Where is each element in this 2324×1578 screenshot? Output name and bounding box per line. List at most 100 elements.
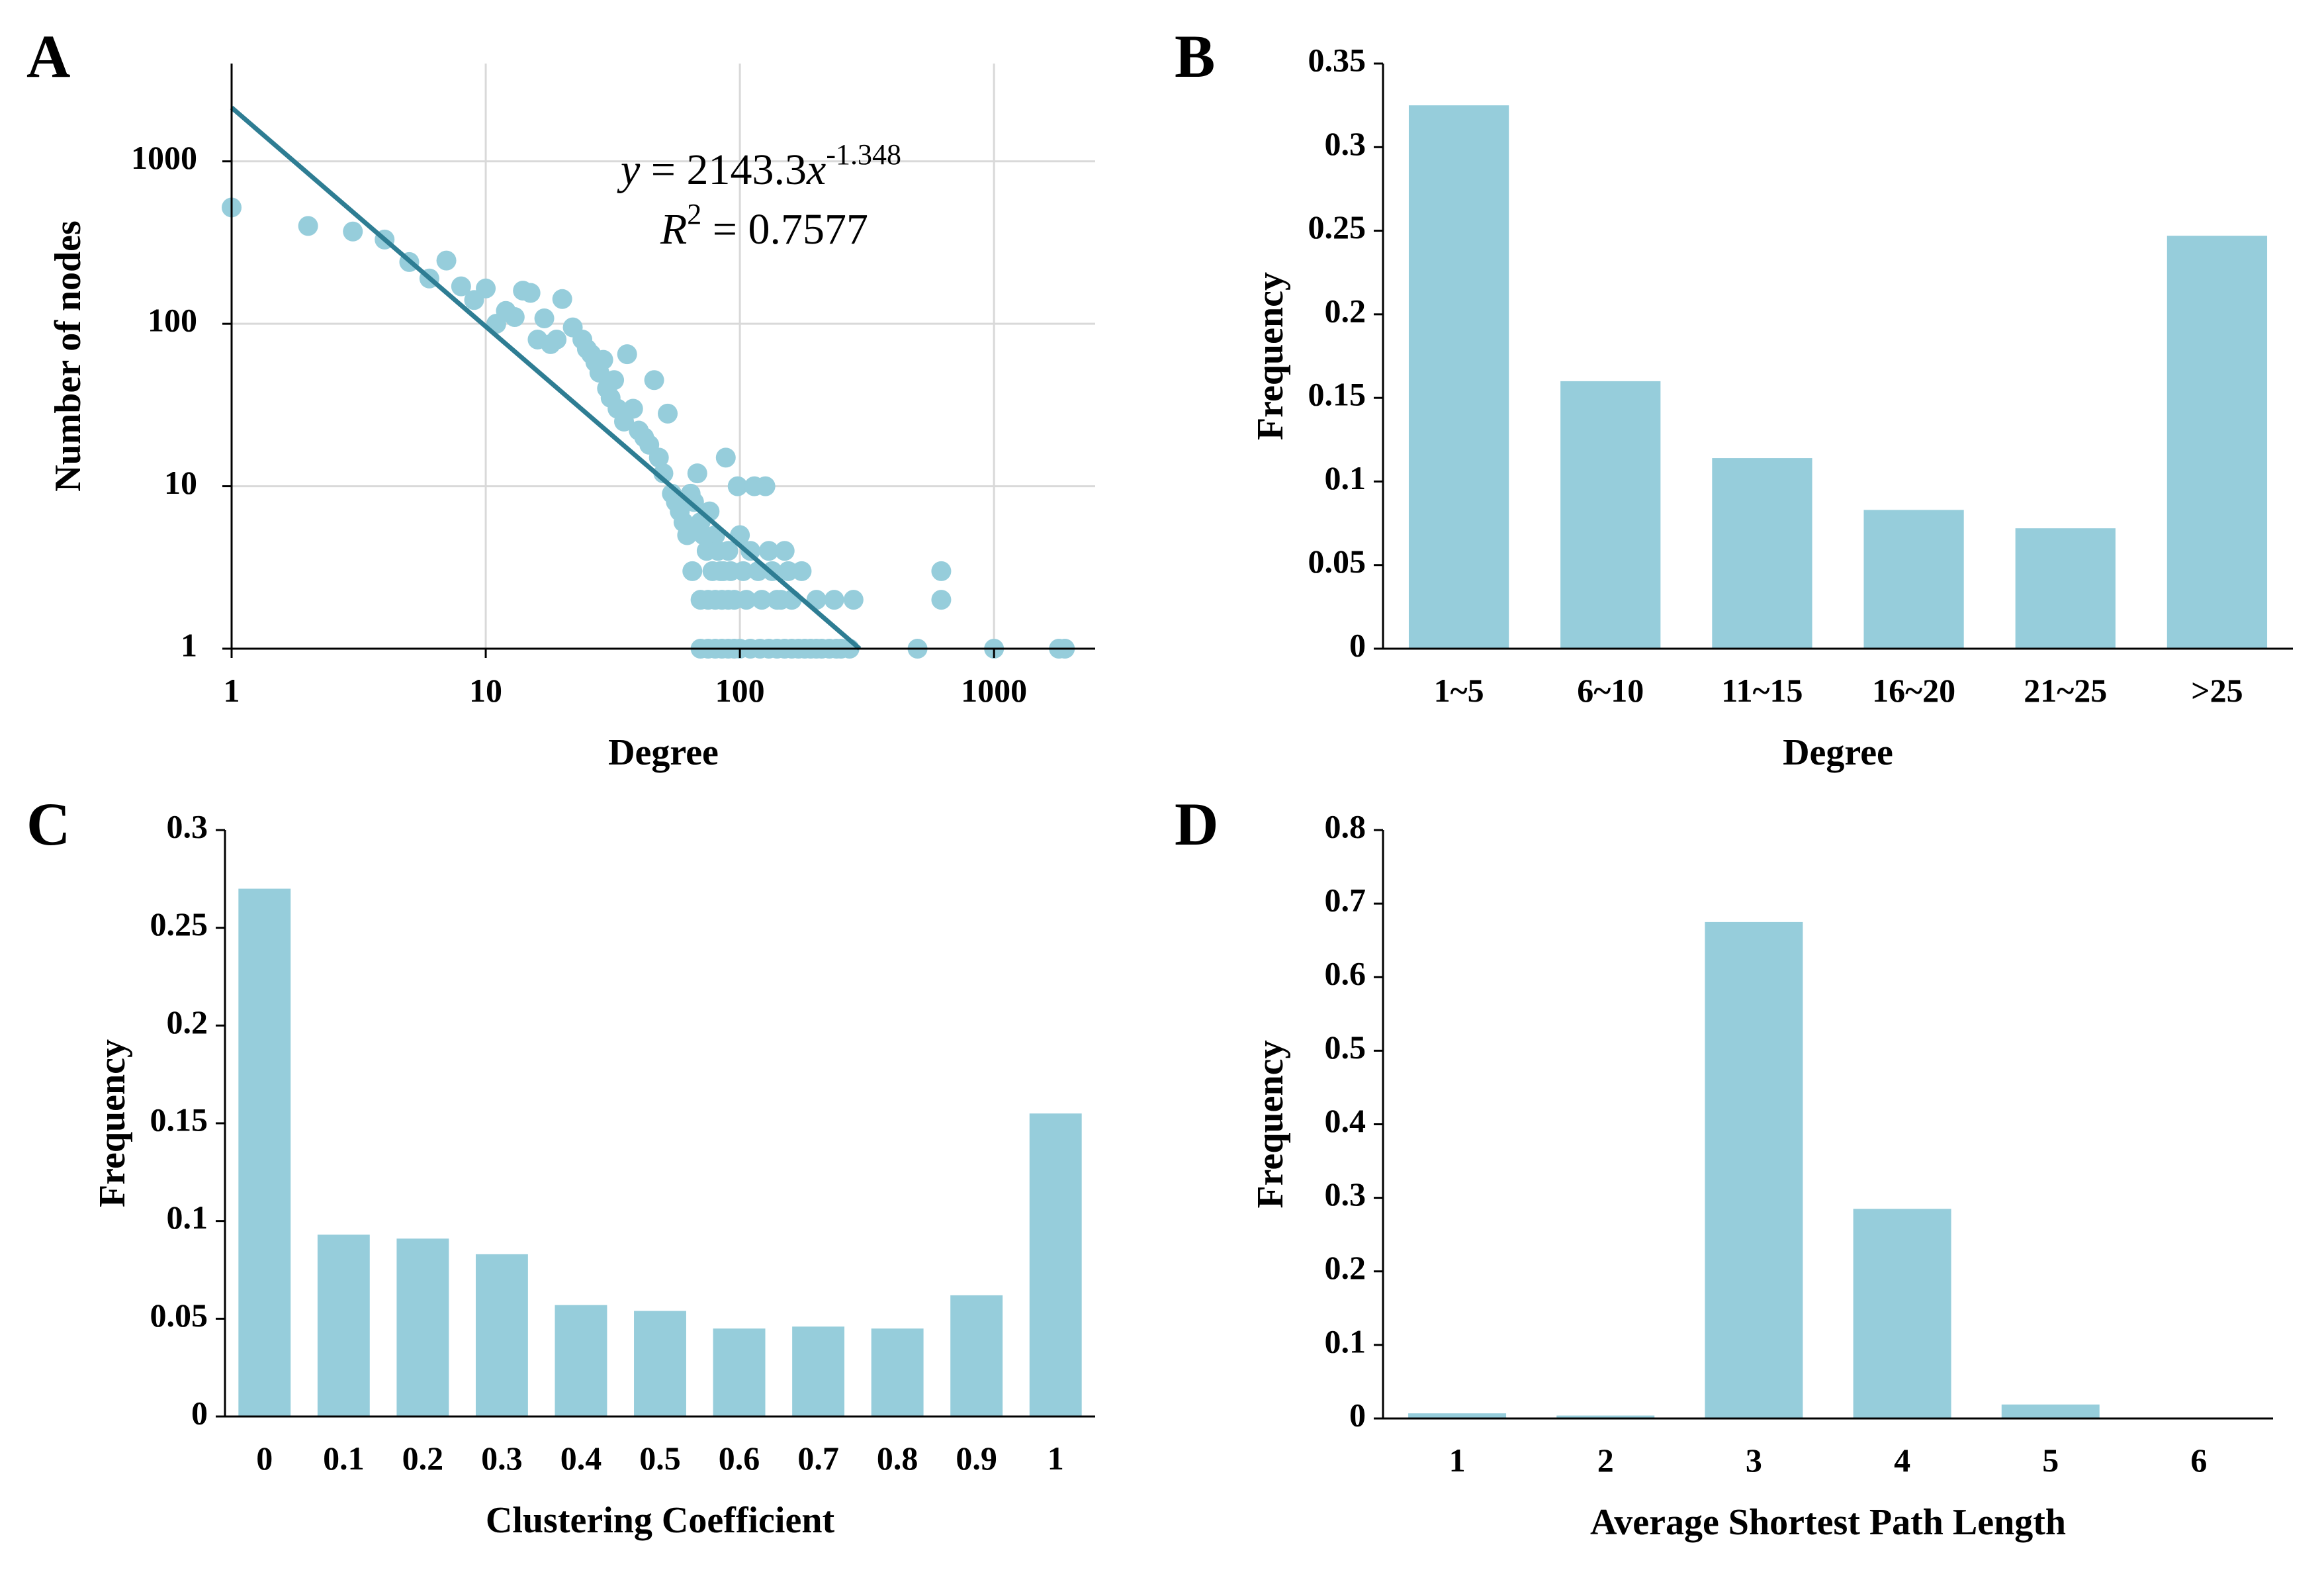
r-squared-label: R2 = 0.7577 bbox=[660, 198, 868, 254]
x-tick-label: 1000 bbox=[961, 672, 1027, 709]
bar-1 bbox=[1408, 1413, 1507, 1418]
equation-exponent: -1.348 bbox=[826, 138, 901, 171]
x-tick-label: 2 bbox=[1597, 1442, 1614, 1479]
y-tick-label: 0.4 bbox=[1325, 1102, 1366, 1139]
panel-a-degree-scatter: A 1 10 100 1000 1 10 100 1000 Degree Number of nod… bbox=[26, 23, 1095, 773]
data-point bbox=[718, 590, 738, 610]
equation-y-symbol: y bbox=[617, 146, 641, 194]
x-tick-label: 0 bbox=[256, 1440, 273, 1477]
y-tick-label: 0.1 bbox=[1325, 1323, 1366, 1360]
bar-2125 bbox=[2015, 528, 2116, 649]
x-tick-label: 1 bbox=[1048, 1440, 1064, 1477]
data-point bbox=[687, 463, 707, 484]
equation-coefficient: = 2143.3 bbox=[640, 146, 807, 194]
x-tick-label: 100 bbox=[715, 672, 765, 709]
x-axis-title: Degree bbox=[608, 732, 719, 773]
data-point bbox=[547, 329, 567, 349]
panel-letter: B bbox=[1175, 23, 1215, 90]
x-tick-label: >25 bbox=[2191, 672, 2243, 709]
x-tick-label: 3 bbox=[1746, 1442, 1762, 1479]
y-tick-label: 0 bbox=[1349, 626, 1366, 663]
y-tick-label: 0.1 bbox=[1325, 459, 1366, 496]
x-tick-label: 0.8 bbox=[877, 1440, 918, 1477]
y-tick-label: 0.25 bbox=[1308, 209, 1366, 246]
data-point bbox=[623, 398, 643, 419]
y-tick-label: 0 bbox=[1349, 1396, 1366, 1433]
data-point bbox=[715, 447, 736, 468]
panel-letter: D bbox=[1175, 790, 1218, 858]
bar-0.6 bbox=[713, 1328, 766, 1416]
y-tick-label: 0.3 bbox=[167, 808, 208, 845]
y-tick-label: 0.5 bbox=[1325, 1029, 1366, 1066]
bar-0.2 bbox=[396, 1238, 449, 1416]
bar-0.8 bbox=[871, 1328, 924, 1416]
y-tick-label: 0.05 bbox=[150, 1297, 208, 1334]
data-point bbox=[552, 289, 572, 309]
data-point bbox=[476, 278, 496, 299]
bar-0.3 bbox=[475, 1254, 528, 1416]
data-point bbox=[504, 307, 525, 328]
x-tick-label: 0.9 bbox=[956, 1440, 997, 1477]
x-tick-label: 0.5 bbox=[639, 1440, 681, 1477]
data-point bbox=[843, 590, 864, 610]
bar-0 bbox=[238, 888, 291, 1416]
r-squared-value: = 0.7577 bbox=[701, 205, 868, 254]
x-tick-label: 6 bbox=[2190, 1442, 2207, 1479]
data-point bbox=[677, 525, 697, 545]
data-point bbox=[774, 541, 795, 561]
y-tick-label: 0.1 bbox=[167, 1199, 208, 1236]
data-point bbox=[644, 370, 664, 391]
data-point bbox=[682, 561, 703, 581]
bar-0.7 bbox=[792, 1326, 845, 1416]
y-axis-title: Frequency bbox=[92, 1039, 133, 1207]
bar-0.4 bbox=[555, 1305, 607, 1416]
x-tick-label: 1 bbox=[1449, 1442, 1466, 1479]
data-point bbox=[718, 541, 738, 561]
data-point bbox=[684, 492, 704, 512]
data-point bbox=[736, 590, 756, 610]
trendline-equation: y = 2143.3x-1.348 bbox=[617, 138, 901, 194]
y-tick-label: 1 bbox=[181, 626, 197, 663]
x-tick-label: 1 bbox=[224, 672, 240, 709]
x-tick-label: 16~20 bbox=[1872, 672, 1955, 709]
x-tick-label: 4 bbox=[1894, 1442, 1910, 1479]
y-axis-title: Number of nodes bbox=[48, 220, 89, 492]
bar-1 bbox=[1029, 1113, 1082, 1416]
panel-c-clustering-bar-chart: C 0 0.05 0.1 0.15 0.2 0.25 0.3 0 0.1 0.2 0.3 0.4 0.5 0… bbox=[26, 790, 1095, 1541]
x-axis-title: Clustering Coefficient bbox=[486, 1500, 835, 1541]
x-axis-title: Average Shortest Path Length bbox=[1590, 1502, 2066, 1543]
bar-4 bbox=[1853, 1209, 1951, 1418]
bar-5 bbox=[2001, 1404, 2100, 1418]
data-point bbox=[931, 590, 952, 610]
bar-3 bbox=[1705, 921, 1803, 1418]
data-point bbox=[791, 561, 812, 581]
y-tick-label: 0 bbox=[191, 1394, 208, 1431]
y-tick-label: 0.7 bbox=[1325, 882, 1366, 919]
bar-25 bbox=[2167, 236, 2268, 649]
data-point bbox=[758, 541, 779, 561]
y-tick-label: 0.05 bbox=[1308, 543, 1366, 580]
data-point bbox=[593, 349, 613, 370]
x-tick-label: 0.7 bbox=[797, 1440, 839, 1477]
y-tick-label: 0.25 bbox=[150, 905, 208, 943]
y-tick-label: 0.15 bbox=[150, 1101, 208, 1138]
data-point bbox=[824, 590, 844, 610]
data-point bbox=[604, 370, 625, 391]
panel-d-path-length-bar-chart: D 0 0.1 0.2 0.3 0.4 0.5 0.6 0.7 0.8 1 2 3 4 5 6 Average … bbox=[1175, 790, 2273, 1543]
y-axis-title: Frequency bbox=[1250, 1040, 1291, 1208]
y-tick-label: 0.6 bbox=[1325, 955, 1366, 992]
x-tick-label: 0.6 bbox=[719, 1440, 760, 1477]
panel-b-degree-bar-chart: B 0 0.05 0.1 0.15 0.2 0.25 0.3 0.35 1~5 6~10 11~15 1… bbox=[1175, 23, 2293, 773]
x-tick-label: 5 bbox=[2042, 1442, 2059, 1479]
x-tick-label: 21~25 bbox=[2024, 672, 2107, 709]
bar-15 bbox=[1408, 105, 1509, 649]
bar-0.1 bbox=[317, 1234, 370, 1416]
bar-1620 bbox=[1863, 510, 1964, 649]
y-tick-label: 0.2 bbox=[1325, 292, 1366, 329]
y-tick-label: 1000 bbox=[131, 139, 197, 176]
data-point bbox=[617, 344, 637, 365]
panel-letter: C bbox=[26, 790, 70, 858]
x-tick-label: 11~15 bbox=[1721, 672, 1803, 709]
y-tick-label: 10 bbox=[164, 464, 197, 501]
